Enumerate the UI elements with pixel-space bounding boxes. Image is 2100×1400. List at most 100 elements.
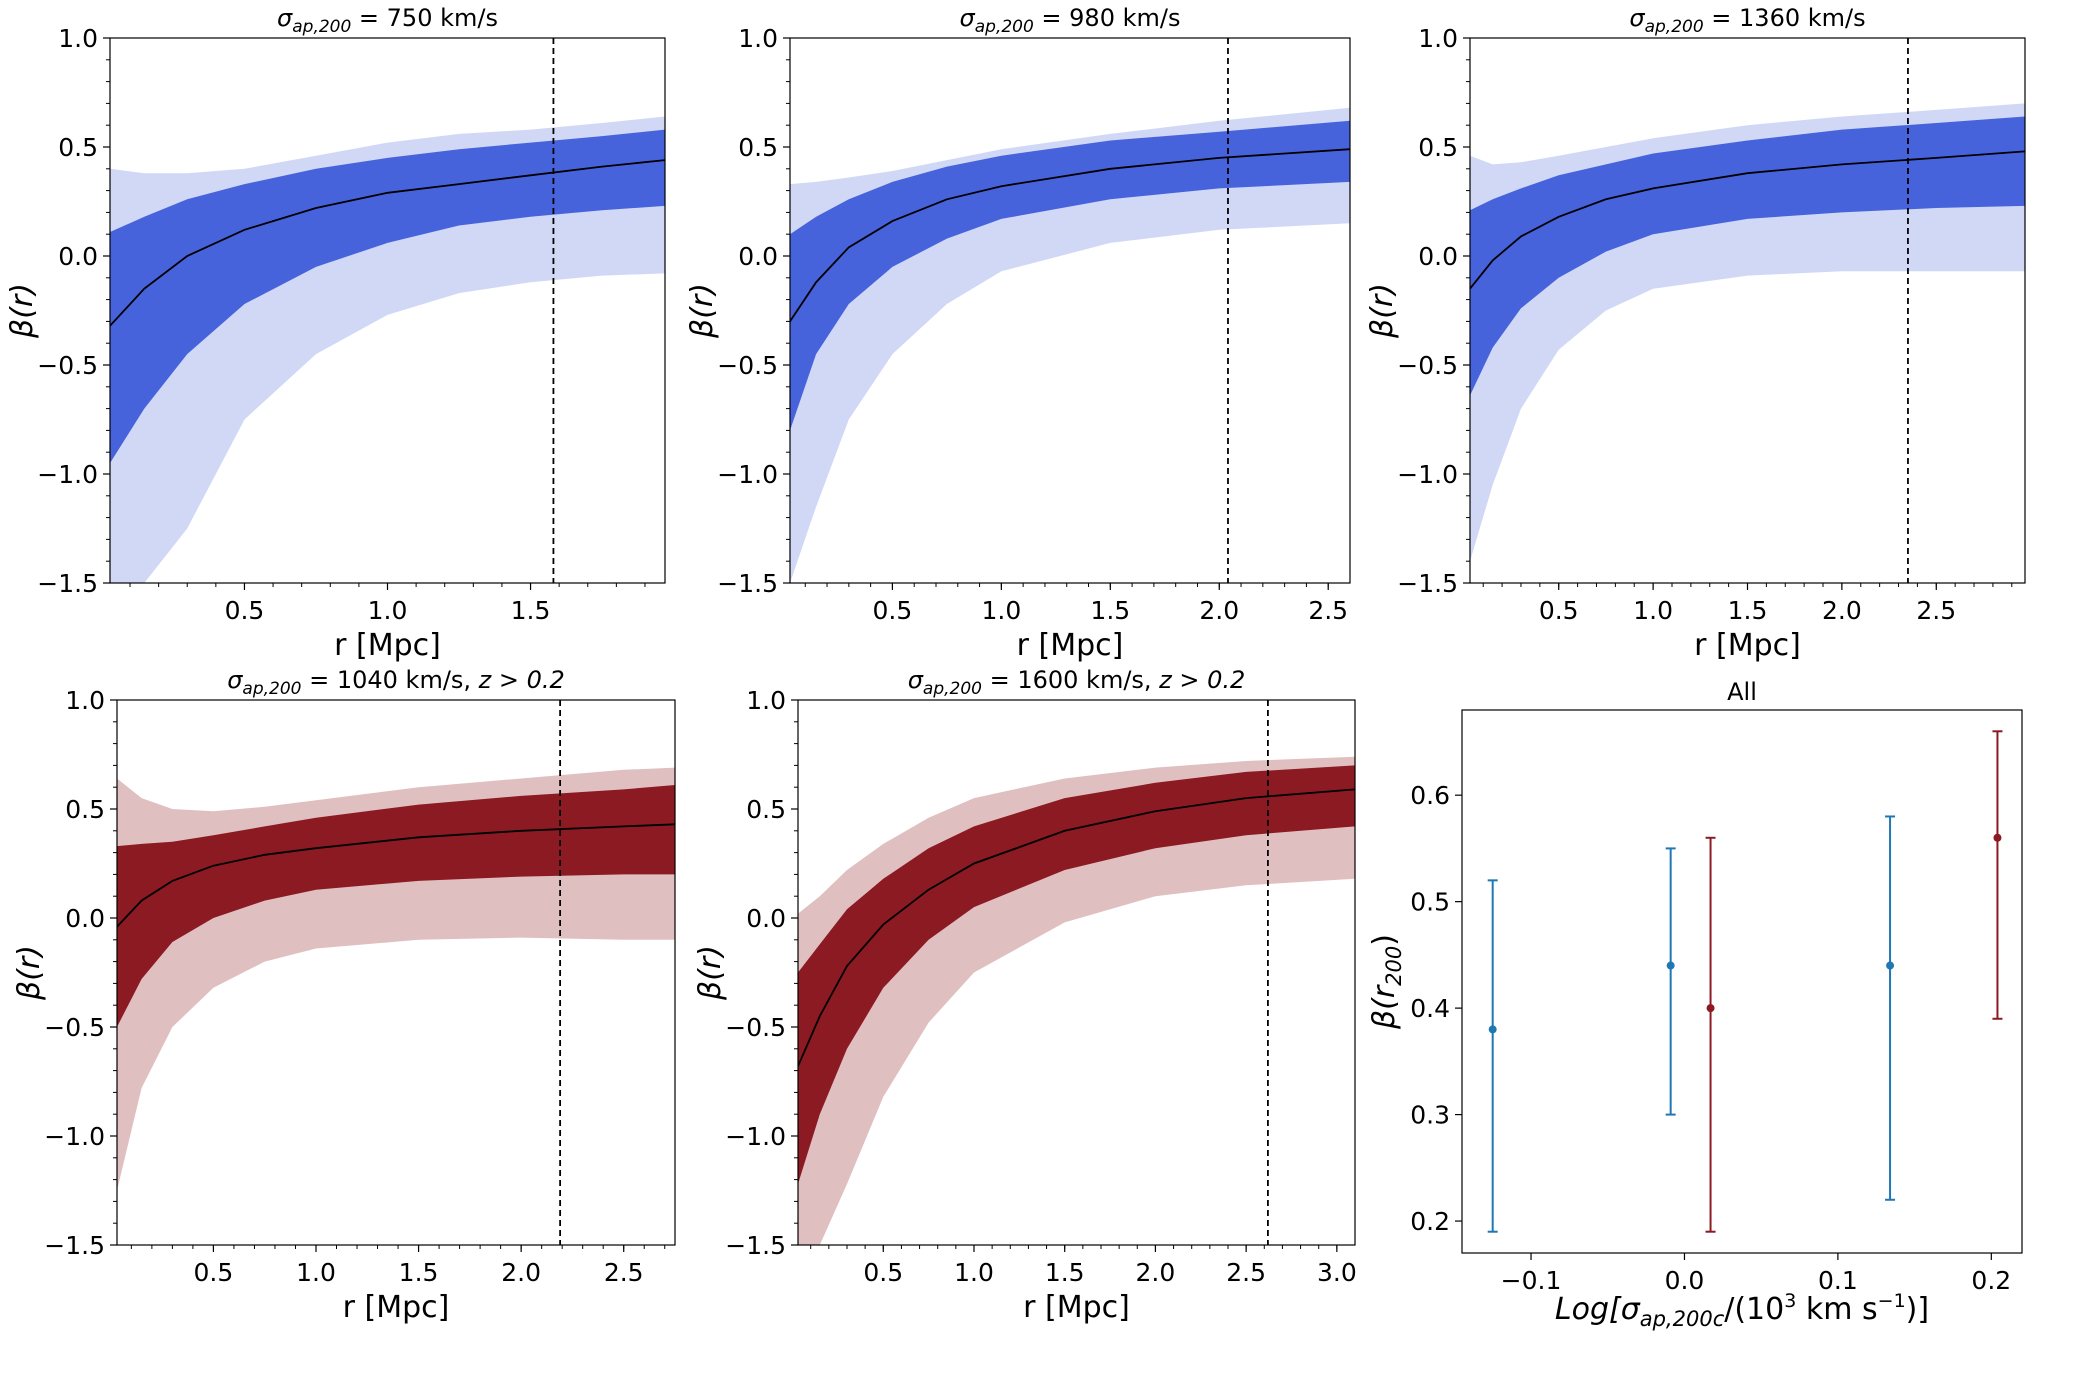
x-tick-label: 1.0 — [954, 1258, 994, 1287]
y-tick-label: 1.0 — [746, 686, 786, 715]
x-tick-label: 1.5 — [511, 596, 551, 625]
x-tick-label: 1.0 — [981, 596, 1021, 625]
data-marker — [1706, 1004, 1715, 1013]
y-tick-label: −0.5 — [44, 1013, 105, 1042]
x-tick-label: 1.5 — [1728, 596, 1768, 625]
y-tick-label: −1.5 — [1397, 569, 1458, 598]
x-axis-label: r [Mpc] — [1694, 628, 1801, 663]
panel-title: σap,200 = 1600 km/s, z > 0.2 — [908, 666, 1246, 699]
ylabel-sub: 200 — [1382, 946, 1406, 986]
xlabel-sup: −1 — [1878, 1290, 1906, 1312]
x-axis-label: r [Mpc] — [1017, 628, 1124, 663]
ylabel-main: β(r — [1367, 984, 1402, 1030]
x-tick-label: 2.0 — [1199, 596, 1239, 625]
inner-confidence-band — [790, 120, 1350, 431]
median-line — [117, 823, 675, 928]
x-tick-label: 2.5 — [1308, 596, 1348, 625]
data-marker — [1666, 961, 1675, 970]
title-subscript: ap,200 — [1645, 17, 1704, 37]
x-tick-label: 1.0 — [368, 596, 408, 625]
errorbar-point-2 — [1665, 847, 1676, 1116]
plot-area — [1470, 38, 2025, 583]
y-tick-label: 0.0 — [746, 904, 786, 933]
median-line — [790, 148, 1350, 322]
xlabel-end: )] — [1906, 1292, 1929, 1327]
x-tick-label: 0.5 — [194, 1258, 234, 1287]
axes-frame — [116, 699, 676, 1246]
x-tick-label: 3.0 — [1317, 1258, 1357, 1287]
title-redshift: z > 0.2 — [1158, 666, 1245, 694]
y-tick-label: 0.2 — [1410, 1207, 1450, 1236]
x-axis-label: r [Mpc] — [334, 628, 441, 663]
panel-title: σap,200 = 750 km/s — [277, 4, 498, 37]
inner-confidence-band — [1470, 116, 2025, 396]
y-tick-label: 1.0 — [738, 24, 778, 53]
title-sigma: σ — [960, 4, 976, 32]
x-tick-label: 1.5 — [1090, 596, 1130, 625]
y-axis-label: β(r) — [693, 945, 728, 1001]
median-line — [798, 788, 1355, 1067]
y-tick-label: −0.5 — [725, 1013, 786, 1042]
y-axis-label: β(r200) — [1367, 934, 1406, 1030]
y-tick-label: −1.0 — [37, 460, 98, 489]
panel-1: 0.5 1.0 1.5 −1.5 −1.0 −0.5 0.0 0.5 1.0 σap,200 = … — [5, 4, 666, 663]
y-axis-label: β(r) — [685, 283, 720, 339]
x-tick-label: 2.5 — [1916, 596, 1956, 625]
panel-2: 0.5 1.0 1.5 2.0 2.5 −1.5 −1.0 −0.5 0.0 0.5 1.0 σap,… — [685, 4, 1351, 663]
panel-title: σap,200 = 1360 km/s — [1629, 4, 1865, 37]
y-tick-label: 1.0 — [1418, 24, 1458, 53]
y-tick-label: 0.5 — [746, 795, 786, 824]
y-tick-label: −0.5 — [717, 351, 778, 380]
x-tick-label: 1.0 — [296, 1258, 336, 1287]
title-sigma: σ — [1629, 4, 1645, 32]
xlabel-units: km s — [1796, 1292, 1877, 1327]
y-tick-label: −1.0 — [1397, 460, 1458, 489]
title-subscript: ap,200 — [292, 17, 351, 37]
title-subscript: ap,200 — [923, 679, 982, 699]
title-redshift: z > 0.2 — [478, 666, 565, 694]
y-tick-label: 0.6 — [1410, 781, 1450, 810]
panel-title: σap,200 = 1040 km/s, z > 0.2 — [227, 666, 565, 699]
y-tick-label: −1.5 — [717, 569, 778, 598]
y-tick-label: −1.5 — [44, 1231, 105, 1260]
x-tick-label: 0.1 — [1818, 1266, 1858, 1295]
title-value: = 1360 km/s — [1704, 4, 1866, 32]
x-tick-label: 2.0 — [1822, 596, 1862, 625]
y-tick-label: 0.0 — [58, 242, 98, 271]
y-tick-label: 1.0 — [65, 686, 105, 715]
x-axis-label: Log[σap,200c/(103 km s−1)] — [1555, 1290, 1929, 1331]
plot-area — [798, 700, 1355, 1245]
plot-area — [117, 700, 675, 1245]
data-marker — [1886, 961, 1895, 970]
errorbar-point-1 — [1487, 879, 1498, 1233]
panel-6: −0.1 0.0 0.1 0.2 0.2 0.3 0.4 0.5 0.6 All Log[σap,2… — [1367, 678, 2023, 1331]
ylabel-end: ) — [1367, 934, 1402, 946]
y-tick-label: 0.0 — [65, 904, 105, 933]
title-sigma: σ — [908, 666, 924, 694]
y-tick-label: 0.5 — [1410, 888, 1450, 917]
xlabel-main: Log[σ — [1555, 1292, 1641, 1327]
x-tick-label: 2.5 — [604, 1258, 644, 1287]
y-tick-label: 0.0 — [738, 242, 778, 271]
y-tick-label: −1.0 — [725, 1122, 786, 1151]
xlabel-tail: /(10 — [1724, 1292, 1784, 1327]
x-axis-label: r [Mpc] — [343, 1290, 450, 1325]
x-tick-label: 0.0 — [1665, 1266, 1705, 1295]
title-subscript: ap,200 — [975, 17, 1034, 37]
panel-5: 0.5 1.0 1.5 2.0 2.5 3.0 −1.5 −1.0 −0.5 0.0 0.5 1.0 σ… — [693, 666, 1357, 1325]
x-tick-label: 0.5 — [1539, 596, 1579, 625]
x-axis-label: r [Mpc] — [1023, 1290, 1130, 1325]
xlabel-sup: 3 — [1784, 1290, 1796, 1312]
title-value: = 750 km/s — [351, 4, 498, 32]
panel-title: All — [1727, 678, 1757, 706]
errorbar-point-5 — [1992, 730, 2003, 1020]
x-tick-label: −0.1 — [1501, 1266, 1562, 1295]
axes-frame — [789, 37, 1351, 584]
title-value: = 1600 km/s, — [982, 666, 1159, 694]
y-tick-label: 0.5 — [65, 795, 105, 824]
y-tick-label: 0.4 — [1410, 994, 1450, 1023]
y-tick-label: −1.5 — [37, 569, 98, 598]
x-tick-label: 1.5 — [399, 1258, 439, 1287]
xlabel-sub: ap,200c — [1640, 1307, 1725, 1331]
x-tick-label: 2.0 — [1136, 1258, 1176, 1287]
